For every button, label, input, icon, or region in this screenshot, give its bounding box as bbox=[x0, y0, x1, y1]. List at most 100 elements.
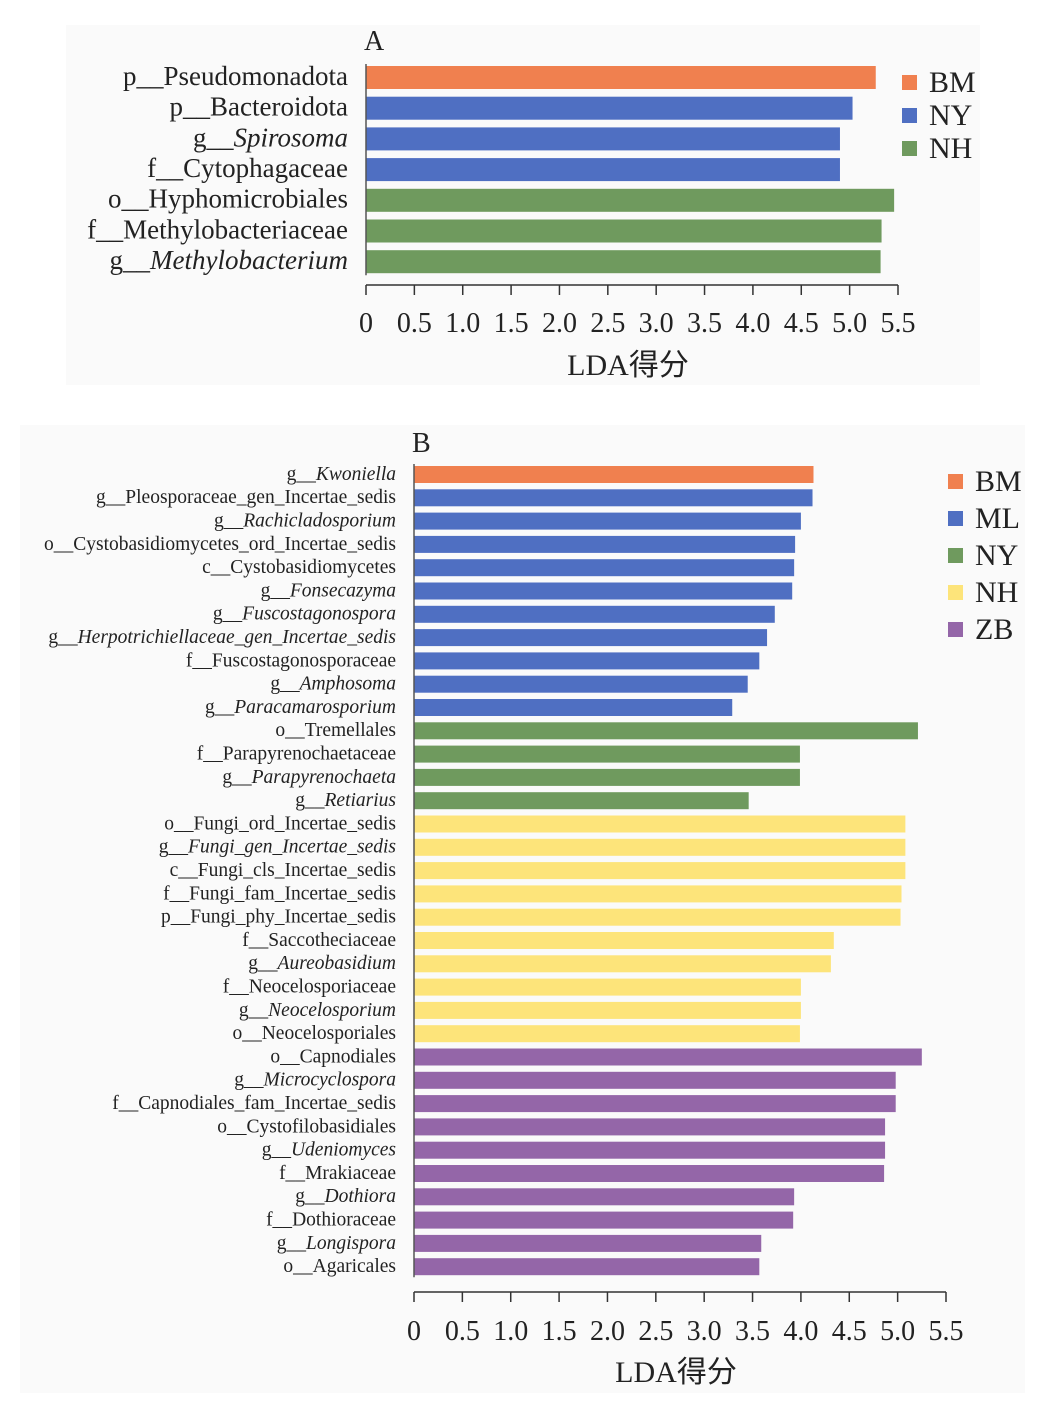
bar-Tremellales bbox=[414, 722, 918, 740]
label-prefix: g__ bbox=[214, 511, 244, 532]
x-tick-label: 2.5 bbox=[638, 1316, 673, 1347]
bar-label: g__Microcyclospora bbox=[234, 1070, 396, 1091]
label-name: Capnodiales_fam_Incertae_sedis bbox=[138, 1093, 396, 1114]
bar-label: o__Agaricales bbox=[283, 1256, 396, 1277]
legend-swatch-ZB bbox=[948, 622, 963, 637]
label-name: Methylobacteriaceae bbox=[123, 214, 348, 244]
label-prefix: g__ bbox=[262, 1140, 292, 1161]
label-name: Pleosporaceae_gen_Incertae_sedis bbox=[125, 487, 396, 508]
x-tick-label: 1.5 bbox=[542, 1316, 577, 1347]
bar-label: p__Fungi_phy_Incertae_sedis bbox=[161, 907, 396, 928]
label-name: Cytophagaceae bbox=[183, 153, 348, 183]
label-prefix: o__ bbox=[217, 1116, 247, 1137]
label-prefix: o__ bbox=[164, 813, 194, 834]
legend-swatch-NH bbox=[902, 141, 917, 156]
legend-label: BM bbox=[975, 465, 1022, 498]
label-name: Neocelosporium bbox=[267, 1000, 396, 1021]
bar-Capnodiales bbox=[414, 1048, 922, 1066]
label-prefix: f__ bbox=[197, 744, 223, 765]
label-name: Dothioraceae bbox=[292, 1210, 396, 1231]
bar-Dothiora bbox=[414, 1188, 795, 1206]
bar-label: g__Herpotrichiellaceae_gen_Incertae_sedi… bbox=[48, 627, 396, 648]
label-name: Udeniomyces bbox=[291, 1140, 396, 1161]
label-prefix: p__ bbox=[123, 61, 164, 91]
x-tick-label: 4.5 bbox=[832, 1316, 867, 1347]
x-tick-label: 0.5 bbox=[397, 308, 432, 339]
x-tick-label: 5.0 bbox=[880, 1316, 915, 1347]
label-name: Paracamarosporium bbox=[233, 697, 396, 718]
label-name: Longispora bbox=[305, 1233, 396, 1254]
bar-Methylobacteriaceae bbox=[366, 219, 882, 243]
label-name: Cystobasidiomycetes bbox=[230, 557, 396, 578]
label-prefix: g__ bbox=[234, 1070, 264, 1091]
label-prefix: f__ bbox=[163, 883, 189, 904]
label-prefix: o__ bbox=[275, 720, 305, 741]
bar-label: c__Cystobasidiomycetes bbox=[202, 557, 396, 578]
label-prefix: g__ bbox=[261, 580, 291, 601]
bar-label: f__Fungi_fam_Incertae_sedis bbox=[163, 883, 396, 904]
label-prefix: o__ bbox=[283, 1256, 313, 1277]
label-name: Fuscostagonosporaceae bbox=[212, 650, 396, 671]
panel-label: A bbox=[364, 26, 385, 57]
label-prefix: f__ bbox=[112, 1093, 138, 1114]
bar-Udeniomyces bbox=[414, 1141, 886, 1159]
bar-label: p__Bacteroidota bbox=[170, 92, 348, 122]
label-prefix: f__ bbox=[223, 977, 249, 998]
bar-label: g__Parapyrenochaeta bbox=[222, 767, 396, 788]
label-name: Mrakiaceae bbox=[305, 1163, 396, 1184]
x-tick-label: 1.0 bbox=[493, 1316, 528, 1347]
bar-Fonsecazyma bbox=[414, 582, 793, 600]
label-prefix: o__ bbox=[270, 1046, 300, 1067]
label-name: Tremellales bbox=[305, 720, 396, 741]
label-name: Pseudomonadota bbox=[164, 61, 348, 91]
label-prefix: f__ bbox=[266, 1210, 292, 1231]
label-name: Agaricales bbox=[313, 1256, 396, 1277]
bar-Parapyrenochaetaceae bbox=[414, 745, 800, 763]
label-name: Retiarius bbox=[324, 790, 397, 811]
label-name: Fungi_fam_Incertae_sedis bbox=[189, 883, 396, 904]
label-name: Neocelosporiaceae bbox=[249, 977, 396, 998]
panel-label: B bbox=[412, 428, 431, 459]
bar-label: o__Hyphomicrobiales bbox=[108, 184, 348, 214]
label-prefix: g__ bbox=[248, 953, 278, 974]
label-name: Bacteroidota bbox=[210, 92, 348, 122]
bar-Pleosporaceae_gen_Incertae_sedis bbox=[414, 489, 813, 507]
label-prefix: f__ bbox=[242, 930, 268, 951]
x-tick-label: 5.5 bbox=[881, 308, 916, 339]
bar-Cystobasidiomycetes_ord_Incertae_sedis bbox=[414, 535, 796, 553]
bar-label: f__Methylobacteriaceae bbox=[87, 214, 348, 244]
bar-label: g__Aureobasidium bbox=[248, 953, 396, 974]
bar-label: o__Cystobasidiomycetes_ord_Incertae_sedi… bbox=[44, 534, 396, 555]
bar-label: g__Paracamarosporium bbox=[205, 697, 396, 718]
label-prefix: g__ bbox=[48, 627, 78, 648]
label-prefix: f__ bbox=[147, 153, 183, 183]
bar-Fuscostagonospora bbox=[414, 605, 775, 623]
label-prefix: o__ bbox=[108, 184, 149, 214]
x-tick-label: 4.0 bbox=[735, 308, 770, 339]
x-tick-label: 0.5 bbox=[445, 1316, 480, 1347]
bar-Capnodiales_fam_Incertae_sedis bbox=[414, 1095, 896, 1113]
legend-swatch-BM bbox=[902, 75, 917, 90]
x-tick-label: 3.5 bbox=[687, 308, 722, 339]
bar-label: f__Neocelosporiaceae bbox=[223, 977, 396, 998]
legend-label: ML bbox=[975, 502, 1020, 535]
label-prefix: g__ bbox=[213, 604, 243, 625]
label-prefix: f__ bbox=[279, 1163, 305, 1184]
x-tick-label: 1.0 bbox=[445, 308, 480, 339]
label-name: Amphosoma bbox=[298, 674, 397, 695]
bar-label: c__Fungi_cls_Incertae_sedis bbox=[170, 860, 396, 881]
bar-label: g__Fonsecazyma bbox=[261, 580, 397, 601]
bar-label: g__Neocelosporium bbox=[239, 1000, 396, 1021]
bar-label: g__Methylobacterium bbox=[110, 245, 348, 275]
bar-Agaricales bbox=[414, 1258, 760, 1276]
legend-label: NH bbox=[929, 132, 972, 165]
bar-label: g__Dothiora bbox=[295, 1186, 396, 1207]
legend-label: NH bbox=[975, 576, 1018, 609]
bar-Dothioraceae bbox=[414, 1211, 794, 1229]
x-tick-label: 4.0 bbox=[783, 1316, 818, 1347]
bar-Kwoniella bbox=[414, 466, 814, 483]
bar-Retiarius bbox=[414, 792, 749, 810]
bar-Fungi_phy_Incertae_sedis bbox=[414, 908, 901, 926]
bar-Herpotrichiellaceae_gen_Incertae_sedis bbox=[414, 629, 768, 647]
